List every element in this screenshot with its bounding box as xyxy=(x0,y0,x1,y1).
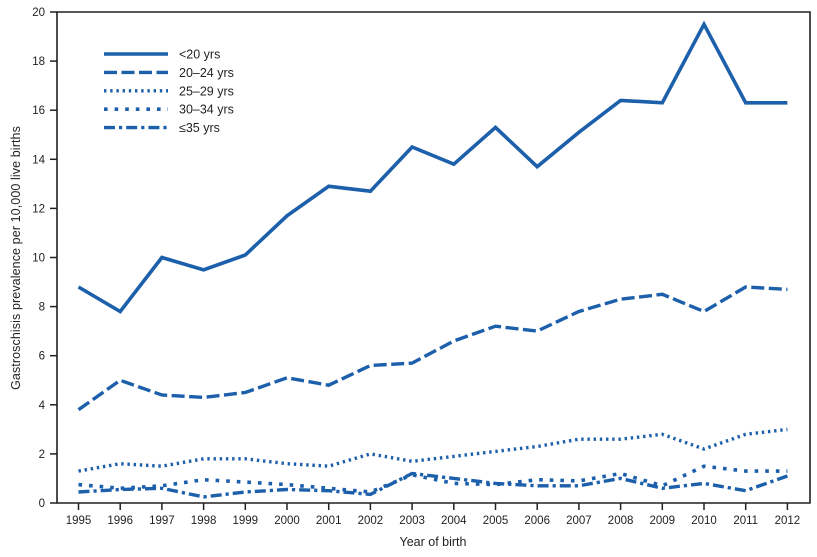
x-tick-label: 2008 xyxy=(608,515,634,527)
y-tick-label: 14 xyxy=(32,154,45,166)
x-tick-label: 1998 xyxy=(191,515,217,527)
x-tick-label: 1996 xyxy=(107,515,133,527)
series-line-35-yrs xyxy=(78,471,788,499)
x-tick-label: 2001 xyxy=(316,515,342,527)
y-tick-label: 12 xyxy=(32,203,45,215)
x-axis-title: Year of birth xyxy=(399,535,467,549)
y-tick-label: 16 xyxy=(32,105,45,117)
y-tick-label: 0 xyxy=(39,498,45,510)
y-tick-label: 8 xyxy=(39,302,45,314)
x-tick-label: 2000 xyxy=(274,515,300,527)
x-tick-label: 2002 xyxy=(358,515,384,527)
x-tick-label: 2012 xyxy=(775,515,801,527)
legend-label-35-yrs: ≤35 yrs xyxy=(179,121,220,135)
legend-label-25-29-yrs: 25–29 yrs xyxy=(179,84,234,98)
series-line-20-yrs xyxy=(77,20,788,314)
y-tick-label: 6 xyxy=(39,351,45,363)
x-tick-label: 2010 xyxy=(691,515,717,527)
x-tick-label: 1999 xyxy=(233,515,259,527)
legend-label-20-24-yrs: 20–24 yrs xyxy=(179,66,234,80)
x-tick-label: 2004 xyxy=(441,515,467,527)
series-line-20-24-yrs xyxy=(77,285,788,412)
y-tick-label: 2 xyxy=(39,449,45,461)
x-tick-label: 2007 xyxy=(566,515,592,527)
x-tick-label: 2003 xyxy=(399,515,425,527)
y-tick-label: 10 xyxy=(32,253,45,265)
series-line-25-29-yrs xyxy=(78,427,788,473)
plot-frame xyxy=(56,11,811,504)
y-tick-label: 4 xyxy=(39,400,46,412)
series-line-30-34-yrs xyxy=(78,464,788,494)
x-tick-label: 2006 xyxy=(524,515,550,527)
legend-label-20-yrs: <20 yrs xyxy=(179,48,220,62)
x-tick-label: 2011 xyxy=(733,515,758,527)
x-tick-label: 2005 xyxy=(483,515,509,527)
legend-label-30-34-yrs: 30–34 yrs xyxy=(179,103,234,117)
x-tick-label: 1997 xyxy=(149,515,175,527)
y-tick-label: 20 xyxy=(32,7,45,19)
x-tick-label: 1995 xyxy=(66,515,92,527)
y-axis-title: Gastroschisis prevalence per 10,000 live… xyxy=(9,126,23,390)
y-tick-label: 18 xyxy=(32,56,45,68)
x-tick-label: 2009 xyxy=(650,515,676,527)
